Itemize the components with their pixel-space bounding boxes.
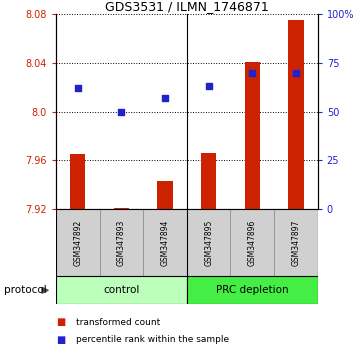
- Text: ■: ■: [56, 335, 65, 345]
- Point: [75, 85, 81, 91]
- Text: GSM347896: GSM347896: [248, 219, 257, 266]
- Bar: [143, 209, 187, 276]
- Point: [293, 70, 299, 75]
- Text: GSM347897: GSM347897: [291, 219, 300, 266]
- Bar: [201, 153, 216, 209]
- Bar: [187, 276, 318, 304]
- Point: [162, 95, 168, 101]
- Bar: [245, 62, 260, 209]
- Text: transformed count: transformed count: [76, 318, 160, 327]
- Bar: [100, 209, 143, 276]
- Bar: [70, 154, 86, 209]
- Bar: [288, 20, 304, 209]
- Point: [206, 84, 212, 89]
- Point: [118, 109, 124, 114]
- Bar: [114, 208, 129, 209]
- Text: percentile rank within the sample: percentile rank within the sample: [76, 335, 229, 344]
- Bar: [274, 209, 318, 276]
- Bar: [157, 181, 173, 209]
- Text: ■: ■: [56, 317, 65, 327]
- Text: GSM347892: GSM347892: [73, 219, 82, 266]
- Bar: [187, 209, 230, 276]
- Text: PRC depletion: PRC depletion: [216, 285, 288, 295]
- Point: [249, 70, 255, 75]
- Text: control: control: [103, 285, 140, 295]
- Text: GSM347893: GSM347893: [117, 219, 126, 266]
- Text: GSM347895: GSM347895: [204, 219, 213, 266]
- Bar: [230, 209, 274, 276]
- Text: protocol: protocol: [4, 285, 46, 295]
- Bar: [56, 276, 187, 304]
- Text: GSM347894: GSM347894: [161, 219, 170, 266]
- Title: GDS3531 / ILMN_1746871: GDS3531 / ILMN_1746871: [105, 0, 269, 13]
- Bar: [56, 209, 100, 276]
